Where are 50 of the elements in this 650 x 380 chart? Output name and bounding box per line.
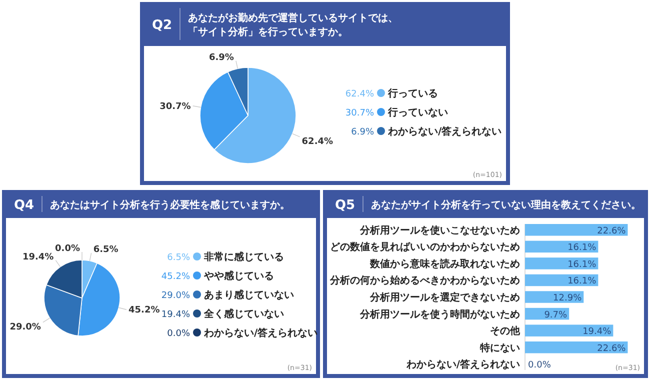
data-label: 30.7%	[160, 102, 191, 112]
data-label: 19.4%	[22, 252, 54, 262]
bar	[525, 258, 598, 270]
data-label: 62.4%	[302, 136, 334, 147]
legend-label: 非常に感じている	[203, 251, 284, 263]
data-label: 19.4%	[582, 327, 612, 338]
legend-label: やや感じている	[203, 270, 274, 282]
bar	[525, 224, 628, 236]
text: 6.9%	[351, 128, 374, 138]
y-tick-label: その他	[490, 325, 521, 338]
text: 30.7%	[345, 108, 374, 118]
text: 45.2%	[161, 272, 190, 282]
data-label: 45.2%	[128, 306, 160, 316]
legend-label: あまり感じていない	[204, 289, 294, 301]
chart-subtitle: あなたはサイト分析を行う必要性を感じていますか。	[50, 199, 290, 211]
legend-label: 行っていない	[387, 106, 448, 118]
data-label: 12.9%	[553, 294, 582, 304]
y-tick-label: 特にない	[479, 342, 520, 354]
y-tick-label: 分析の何から始めるべきかわからないため	[329, 274, 520, 287]
text: 0.0%	[167, 329, 190, 339]
chart-title: Q4	[14, 198, 34, 213]
y-tick-label: わからない/答えられない	[405, 358, 520, 371]
data-label: 16.1%	[568, 243, 597, 254]
legend-label: 行っている	[387, 88, 438, 100]
data-label: 29.0%	[10, 322, 41, 332]
data-label: 6.5%	[93, 244, 118, 255]
text: 0.0%	[55, 244, 80, 254]
text: Q5	[335, 198, 356, 213]
y-tick-label: 数値から意味を読み取れないため	[369, 258, 520, 270]
data-label: 0.0%	[528, 360, 552, 371]
data-label: 22.6%	[597, 344, 626, 354]
data-label: 9.7%	[544, 310, 568, 320]
text: 29.0%	[161, 291, 190, 301]
y-tick-label: 分析用ツールを選定できないため	[369, 292, 520, 304]
data-label: 16.1%	[568, 260, 597, 270]
y-tick-label: 分析用ツールを使う時間がないため	[359, 308, 520, 320]
text: 62.4%	[345, 90, 374, 100]
text: 6.5%	[167, 253, 190, 263]
chart-subtitle: あなたがサイト分析を行っていない理由を教えてください。	[371, 199, 641, 211]
y-tick-label: 分析用ツールを使いこなせないため	[359, 224, 520, 236]
data-label: 22.6%	[597, 226, 626, 236]
chart-subtitle: あなたがお勤め先で運営しているサイトでは、「サイト分析」を行っていますか。	[188, 12, 398, 38]
legend-label: 全く感じていない	[203, 308, 284, 320]
chart-title: Q2	[152, 18, 172, 33]
data-label: 16.1%	[568, 276, 597, 287]
text: 19.4%	[161, 310, 190, 320]
bar	[525, 341, 628, 354]
y-tick-label: どの数値を見ればいいのかわからないため	[330, 241, 520, 254]
bar	[525, 324, 614, 336]
data-label: 6.9%	[208, 52, 234, 63]
